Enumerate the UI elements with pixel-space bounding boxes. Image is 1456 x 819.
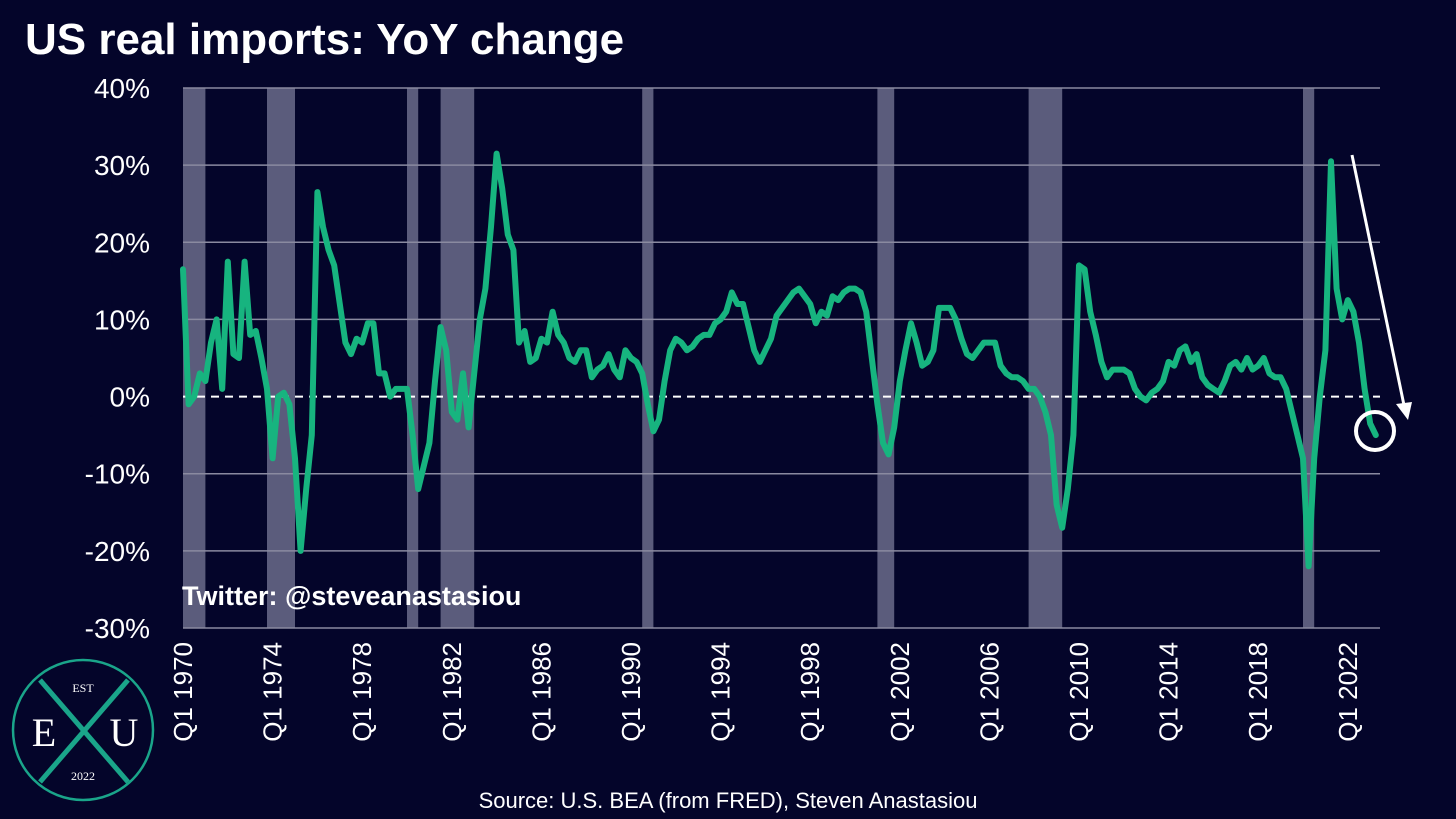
x-tick-label: Q1 2006 bbox=[974, 642, 1004, 742]
x-tick-label: Q1 2002 bbox=[885, 642, 915, 742]
y-tick-label: -30% bbox=[85, 613, 150, 644]
data-line bbox=[180, 150, 1379, 570]
shaded-period bbox=[642, 88, 654, 628]
watermark: Twitter: @steveanastasiou bbox=[182, 581, 521, 611]
shaded-period bbox=[877, 88, 895, 628]
shaded-period bbox=[1028, 88, 1063, 628]
y-tick-label: 40% bbox=[94, 73, 150, 104]
y-tick-label: 0% bbox=[110, 382, 150, 413]
arrow bbox=[1350, 154, 1407, 411]
logo-text: 2022 bbox=[71, 769, 95, 783]
shaded-period bbox=[407, 88, 419, 628]
y-tick-label: 30% bbox=[94, 150, 150, 181]
plot-area: 40% 30% 20% 10% 0% -10% -20% -30% Q1 1970 Q1 1974… bbox=[85, 73, 1380, 742]
shaded-period bbox=[1303, 88, 1315, 628]
logo-text: U bbox=[110, 710, 139, 755]
x-tick-label: Q1 1986 bbox=[526, 642, 556, 742]
x-tick-label: Q1 2022 bbox=[1333, 642, 1363, 742]
highlight-circle bbox=[1354, 410, 1396, 452]
y-tick-label: 20% bbox=[94, 227, 150, 258]
x-tick-label: Q1 1974 bbox=[258, 642, 288, 742]
x-tick-label: Q1 1994 bbox=[706, 642, 736, 742]
logo-text: E bbox=[32, 710, 56, 755]
arrow-head bbox=[1396, 402, 1412, 420]
x-tick-label: Q1 1970 bbox=[168, 642, 198, 742]
y-tick-label: -10% bbox=[85, 459, 150, 490]
logo-ring bbox=[11, 658, 155, 802]
y-tick-label: 10% bbox=[94, 304, 150, 335]
chart-title: US real imports: YoY change bbox=[25, 15, 624, 64]
x-tick-label: Q1 1982 bbox=[437, 642, 467, 742]
x-tick-label: Q1 2018 bbox=[1243, 642, 1273, 742]
x-tick-label: Q1 2014 bbox=[1154, 642, 1184, 742]
x-tick-label: Q1 2010 bbox=[1064, 642, 1094, 742]
logo-stroke bbox=[38, 678, 130, 784]
shaded-period bbox=[183, 88, 206, 628]
x-tick-label: Q1 1998 bbox=[795, 642, 825, 742]
logo: EST E U 2022 bbox=[11, 658, 155, 802]
source: Source: U.S. BEA (from FRED), Steven Ana… bbox=[479, 788, 978, 813]
y-tick-label: -20% bbox=[85, 536, 150, 567]
logo-text: EST bbox=[72, 681, 94, 695]
x-tick-label: Q1 1990 bbox=[616, 642, 646, 742]
x-tick-label: Q1 1978 bbox=[347, 642, 377, 742]
shaded-period bbox=[267, 88, 295, 628]
